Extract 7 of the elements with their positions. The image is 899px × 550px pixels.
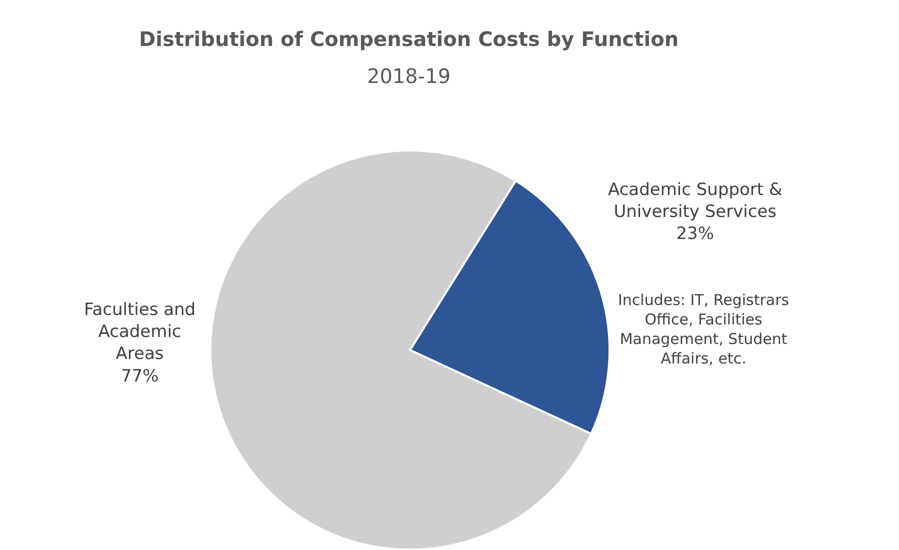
text: Includes: IT, Registrars Office, Facilities Management, Student Affairs, etc.: [618, 291, 790, 368]
data-label: 23%: [676, 224, 714, 244]
slice-label: Faculties and Academic Areas: [84, 300, 196, 364]
chart-subtitle: 2018-19: [367, 64, 451, 88]
slice-label: Academic Support & University Services: [608, 180, 782, 222]
chart-title: Distribution of Compensation Costs by Function: [139, 27, 679, 51]
data-label: 77%: [120, 366, 159, 386]
